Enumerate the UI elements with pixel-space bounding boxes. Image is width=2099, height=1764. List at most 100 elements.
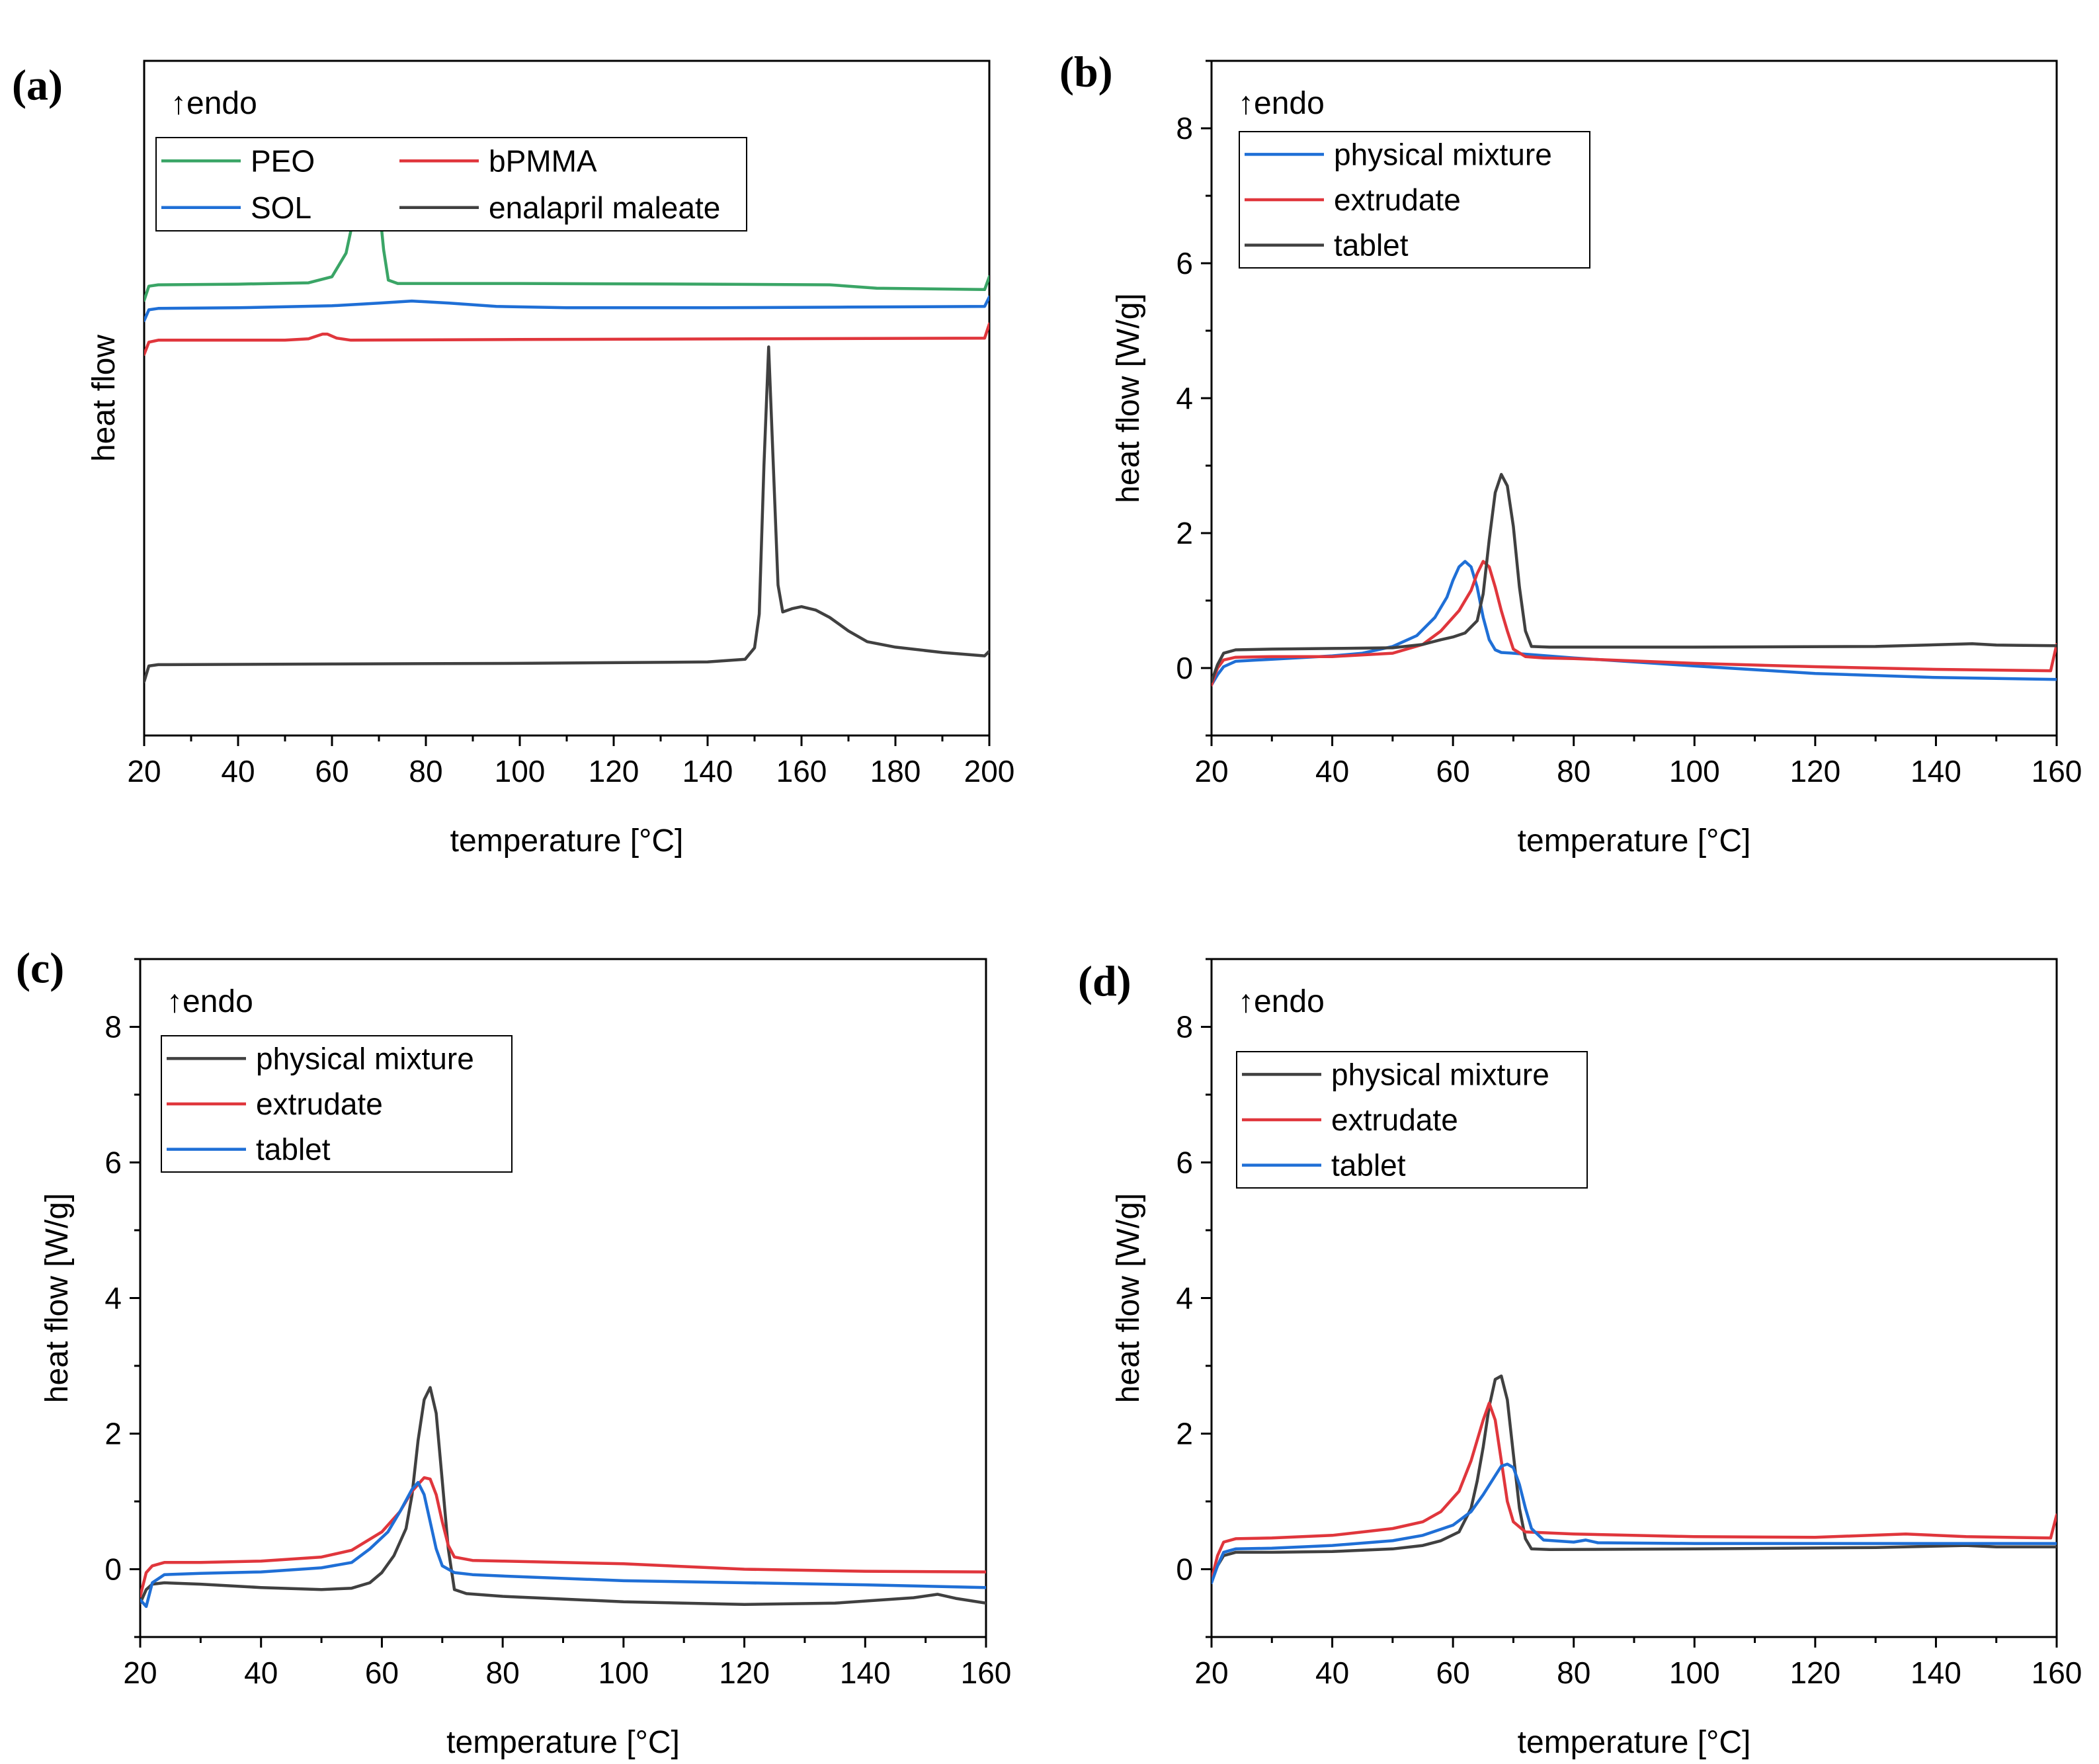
- y-axis-label: heat flow: [87, 335, 122, 462]
- series-line-physical-mixture: [140, 1386, 986, 1607]
- y-tick-label: 0: [1176, 651, 1193, 685]
- legend-item: physical mixture: [167, 1041, 474, 1075]
- y-axis-label: heat flow [W/g]: [1111, 1193, 1146, 1403]
- legend-label: extrudate: [1334, 183, 1461, 217]
- x-tick-label: 140: [682, 754, 733, 788]
- legend-item: physical mixture: [1245, 137, 1552, 171]
- y-tick-label: 8: [104, 1010, 122, 1044]
- series-line-extrudate: [1212, 560, 2057, 687]
- legend-label: SOL: [251, 190, 311, 225]
- legend: physical mixture extrudate tablet: [1236, 1051, 1588, 1189]
- x-tick-label: 200: [964, 754, 1015, 788]
- x-tick-label: 80: [486, 1656, 520, 1690]
- x-tick-label: 40: [244, 1656, 278, 1690]
- series-line-sol: [144, 295, 989, 322]
- x-tick-label: 120: [589, 754, 639, 788]
- x-axis-label: temperature [°C]: [446, 1725, 680, 1760]
- x-tick-label: 160: [2032, 754, 2082, 788]
- panel-d: (d) 20 40 60 80 100 120 140 160 0 2 4 6 8 temperature …: [1078, 957, 2082, 1760]
- x-tick-label: 40: [1315, 754, 1349, 788]
- y-tick-label: 0: [104, 1552, 122, 1587]
- y-tick-label: 0: [1176, 1552, 1193, 1587]
- x-tick-label: 120: [1790, 754, 1840, 788]
- series-line-bpmma: [144, 322, 989, 356]
- x-tick-label: 100: [1669, 1656, 1720, 1690]
- x-axis-label: temperature [°C]: [1518, 1725, 1751, 1760]
- x-tick-label: 40: [1315, 1656, 1349, 1690]
- x-tick-label: 20: [123, 1656, 157, 1690]
- panel-label: (d): [1078, 957, 1132, 1005]
- series-group: [144, 151, 989, 683]
- legend-label: physical mixture: [1331, 1057, 1549, 1091]
- panel-b: (b) 20 40 60 80 100 120 140 160 0 2 4 6 8 temperature …: [1059, 48, 2082, 859]
- legend: physical mixture extrudate tablet: [1239, 131, 1590, 269]
- y-tick-label: 2: [1176, 516, 1193, 550]
- x-tick-label: 140: [1911, 1656, 1961, 1690]
- panel-a: (a) 20 40 60 80 100 120 140 160 180 200 temperature…: [12, 60, 1015, 859]
- y-tick-label: 4: [1176, 1281, 1193, 1316]
- y-tick-label: 8: [1176, 1010, 1193, 1044]
- panel-label: (b): [1059, 48, 1113, 96]
- y-tick-label: 6: [1176, 1146, 1193, 1180]
- legend-item: extrudate: [1242, 1103, 1458, 1137]
- y-tick-label: 4: [1176, 381, 1193, 415]
- series-line-extrudate: [140, 1476, 986, 1598]
- x-axis-label: temperature [°C]: [450, 823, 684, 859]
- x-tick-label: 140: [840, 1656, 891, 1690]
- series-line-physical-mixture: [1212, 560, 2057, 687]
- legend-label: PEO: [251, 144, 315, 178]
- legend-label: bPMMA: [489, 144, 597, 178]
- x-tick-label: 80: [1557, 1656, 1590, 1690]
- legend-label: extrudate: [1331, 1103, 1458, 1137]
- endo-annotation: ↑endo: [1238, 86, 1325, 121]
- y-tick-label: 2: [104, 1417, 122, 1451]
- legend-label: tablet: [1331, 1148, 1406, 1183]
- x-tick-label: 120: [719, 1656, 770, 1690]
- x-tick-label: 100: [1669, 754, 1720, 788]
- legend-label: physical mixture: [1334, 137, 1552, 171]
- panel-label: (c): [16, 944, 64, 992]
- legend-label: tablet: [256, 1132, 331, 1167]
- x-tick-label: 20: [1194, 754, 1228, 788]
- legend-item: tablet: [167, 1132, 331, 1167]
- legend-item: bPMMA: [399, 144, 597, 178]
- series-line-tablet: [1212, 1462, 2057, 1585]
- legend-item: PEO: [161, 144, 315, 178]
- legend-item: physical mixture: [1242, 1057, 1549, 1091]
- series-group: [1212, 473, 2057, 687]
- x-tick-label: 100: [598, 1656, 649, 1690]
- x-tick-label: 160: [961, 1656, 1012, 1690]
- series-line-tablet: [1212, 473, 2057, 683]
- x-tick-label: 160: [2032, 1656, 2082, 1690]
- panel-label: (a): [12, 61, 63, 109]
- legend-label: physical mixture: [256, 1041, 474, 1075]
- endo-annotation: ↑endo: [167, 984, 253, 1019]
- x-tick-label: 40: [221, 754, 255, 788]
- legend-item: enalapril maleate: [399, 190, 720, 225]
- y-axis-label: heat flow [W/g]: [1111, 293, 1146, 503]
- x-tick-label: 180: [870, 754, 921, 788]
- y-tick-label: 8: [1176, 111, 1193, 146]
- x-axis-label: temperature [°C]: [1518, 823, 1751, 859]
- y-axis-label: heat flow [W/g]: [40, 1193, 75, 1403]
- x-tick-label: 20: [127, 754, 161, 788]
- x-tick-label: 60: [365, 1656, 399, 1690]
- series-group: [140, 1386, 986, 1609]
- legend: physical mixture extrudate tablet: [161, 1035, 513, 1173]
- series-group: [1212, 1374, 2057, 1585]
- x-tick-label: 60: [1436, 754, 1470, 788]
- y-tick-label: 6: [1176, 246, 1193, 280]
- legend-item: extrudate: [167, 1087, 383, 1121]
- legend-item: SOL: [161, 190, 311, 225]
- legend-item: tablet: [1242, 1148, 1406, 1183]
- y-tick-label: 2: [1176, 1417, 1193, 1451]
- series-line-tablet: [140, 1481, 986, 1609]
- x-tick-label: 80: [1557, 754, 1590, 788]
- series-line-extrudate: [1212, 1402, 2057, 1581]
- legend-label: tablet: [1334, 228, 1409, 263]
- panel-c: (c) 20 40 60 80 100 120 140 160 0 2 4 6 8 temperature …: [16, 944, 1011, 1760]
- x-tick-label: 60: [315, 754, 349, 788]
- endo-annotation: ↑endo: [1238, 984, 1325, 1019]
- series-line-physical-mixture: [1212, 1374, 2057, 1581]
